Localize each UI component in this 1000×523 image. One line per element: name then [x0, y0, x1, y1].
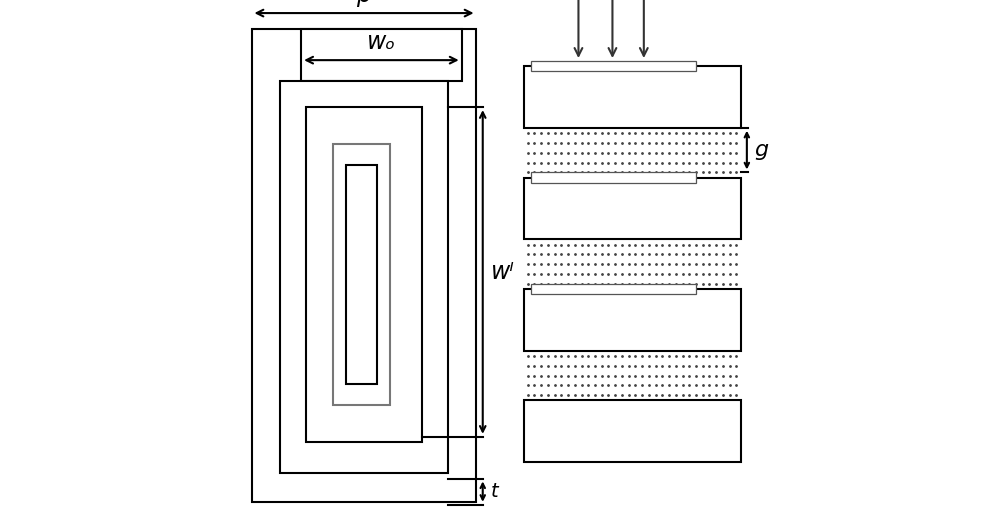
- Bar: [306, 107, 422, 442]
- Bar: [524, 289, 741, 350]
- Bar: [301, 29, 462, 81]
- Bar: [524, 66, 741, 128]
- Bar: [252, 29, 476, 502]
- Bar: [524, 178, 741, 240]
- Text: g: g: [755, 140, 769, 160]
- Text: wᴵ: wᴵ: [491, 260, 514, 284]
- Text: p: p: [357, 0, 372, 7]
- Text: t: t: [491, 482, 498, 501]
- Bar: [524, 401, 741, 462]
- Bar: [346, 165, 377, 384]
- Bar: [531, 61, 696, 72]
- Bar: [333, 144, 390, 405]
- Bar: [531, 172, 696, 183]
- Text: wₒ: wₒ: [367, 30, 396, 54]
- Bar: [531, 283, 696, 294]
- Bar: [280, 81, 448, 473]
